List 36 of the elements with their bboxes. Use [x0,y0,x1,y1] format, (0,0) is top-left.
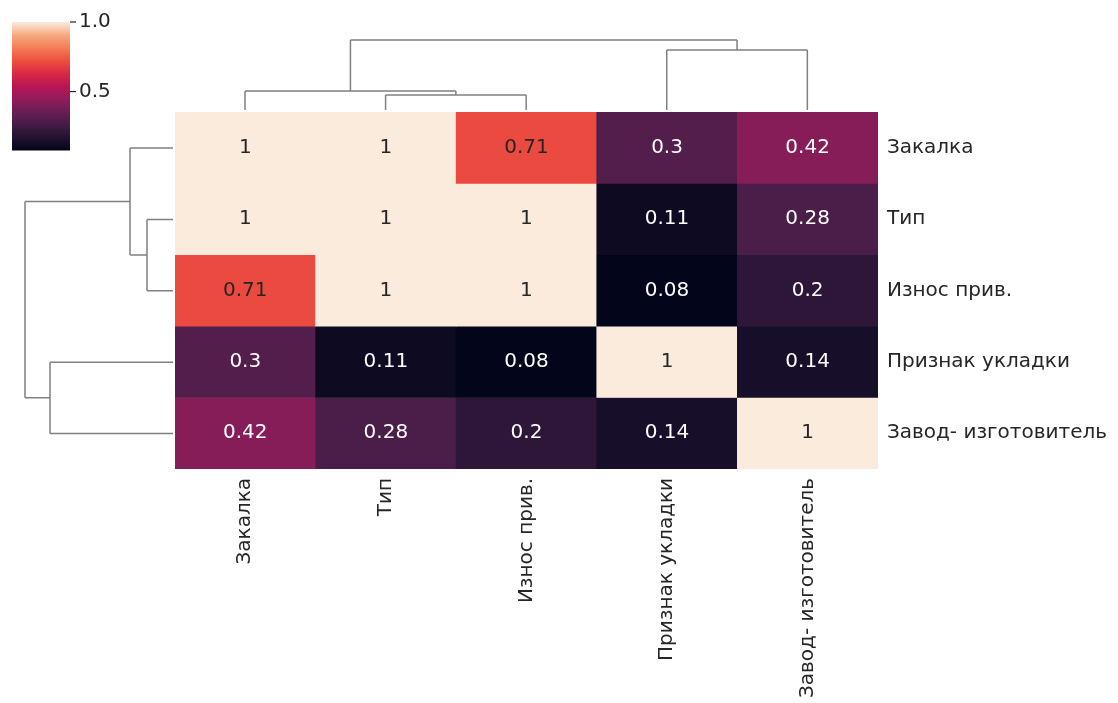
data-label: 0.08 [644,276,690,301]
y-tick-label: Закалка [886,133,974,158]
data-label: 0.42 [223,419,268,444]
data-label: 0.08 [504,348,549,373]
data-label: 0.71 [223,276,268,301]
data-label: 1 [520,276,533,301]
data-label: 0.71 [504,133,549,158]
color-bar-label: 0.5 [79,77,111,102]
data-label: 1 [238,205,252,230]
data-label: 1 [379,133,393,158]
data-label: 0.14 [644,419,690,444]
x-tick-label: Износ прив. [512,477,537,604]
data-label: 1 [379,205,393,230]
data-label: 1 [379,276,393,301]
y-tick-label: Завод- изготовитель [886,419,1107,444]
y-tick-label: Износ прив. [886,276,1013,301]
data-label: 0.28 [785,205,830,230]
data-label: 0.3 [651,133,683,158]
color-bar-label: 1.0 [79,8,111,33]
data-label: 0.3 [229,348,262,373]
data-label: 0.11 [363,348,409,373]
x-tick-label: Закалка [231,477,256,565]
data-label: 0.42 [785,133,830,158]
data-label: 0.11 [644,205,690,230]
data-label: 1 [520,205,533,230]
data-label: 0.2 [791,276,824,301]
x-tick-label: Тип [372,477,397,518]
data-label: 1 [238,133,252,158]
data-label: 0.2 [510,419,543,444]
y-tick-label: Признак укладки [886,348,1070,373]
y-tick-label: Тип [885,205,926,230]
x-tick-label: Признак укладки [653,477,678,661]
data-label: 0.14 [785,348,830,373]
data-label: 1 [801,419,814,444]
data-label: 1 [660,348,674,373]
data-label: 0.28 [363,419,409,444]
